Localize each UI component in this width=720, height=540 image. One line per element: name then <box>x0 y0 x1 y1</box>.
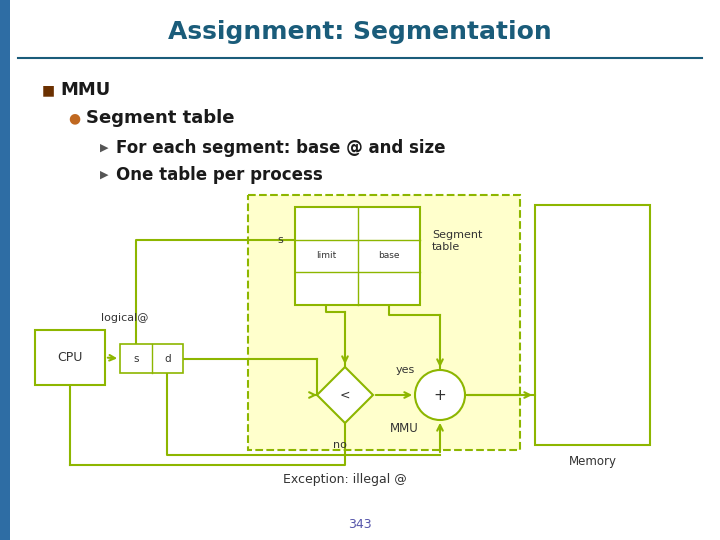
Bar <box>535 205 650 445</box>
Text: MMU: MMU <box>60 81 110 99</box>
Text: Segment
table: Segment table <box>432 231 482 252</box>
Text: <: < <box>340 388 350 402</box>
Polygon shape <box>317 367 373 423</box>
Text: ■: ■ <box>42 83 55 97</box>
Bar <box>248 195 520 450</box>
Text: MMU: MMU <box>390 422 418 435</box>
Text: Segment table: Segment table <box>86 109 235 127</box>
Text: 343: 343 <box>348 518 372 531</box>
Bar <box>295 207 420 305</box>
Text: s: s <box>133 354 138 363</box>
Text: base: base <box>378 252 400 260</box>
Text: yes: yes <box>395 365 415 375</box>
Text: logical@: logical@ <box>102 313 149 323</box>
Text: One table per process: One table per process <box>116 166 323 184</box>
Text: d: d <box>164 354 171 363</box>
Text: ●: ● <box>68 111 80 125</box>
Circle shape <box>415 370 465 420</box>
Text: For each segment: base @ and size: For each segment: base @ and size <box>116 139 446 157</box>
Text: ▶: ▶ <box>100 170 109 180</box>
Text: +: + <box>433 388 446 402</box>
Text: CPU: CPU <box>58 351 83 364</box>
Bar <box>0 0 10 540</box>
Text: ▶: ▶ <box>100 143 109 153</box>
Text: limit: limit <box>316 252 336 260</box>
Text: Memory: Memory <box>569 455 616 468</box>
Bar <box>35 330 105 385</box>
Text: Exception: illegal @: Exception: illegal @ <box>283 474 407 487</box>
Text: Assignment: Segmentation: Assignment: Segmentation <box>168 20 552 44</box>
Text: no: no <box>333 440 347 450</box>
Text: s: s <box>277 235 283 245</box>
Bar <box>120 344 183 373</box>
